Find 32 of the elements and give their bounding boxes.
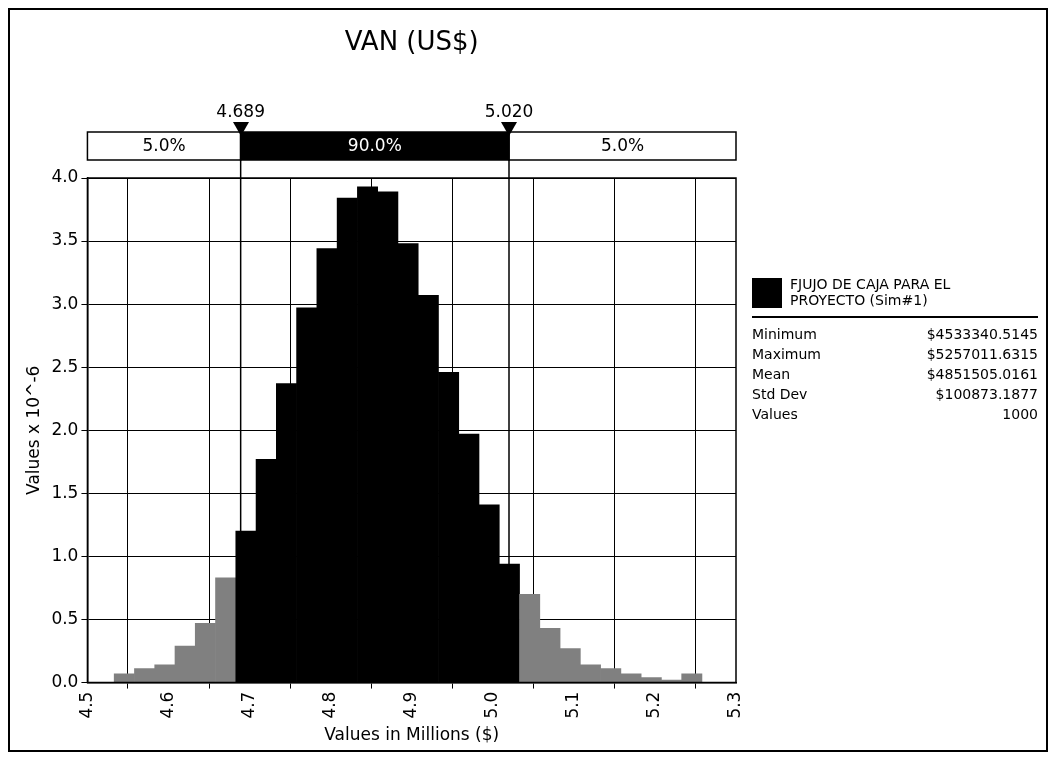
x-tick-label: 4.6 <box>156 691 177 719</box>
text: 5.0% <box>600 135 645 156</box>
text: Maximum $5257011.6315 <box>752 346 1038 362</box>
y-tick-label: 3.5 <box>51 229 79 250</box>
y-tick-label: 1.5 <box>51 481 79 502</box>
text: Mean $4851505.0161 <box>752 366 1038 382</box>
x-tick-label: 5.2 <box>643 691 664 719</box>
ref-line-label: 4.689 <box>216 100 265 121</box>
x-tick-label: 5.3 <box>724 691 745 719</box>
x-tick-label: 4.8 <box>319 691 340 719</box>
x-tick-label: 4.7 <box>238 691 258 719</box>
y-tick-label: 3.0 <box>51 292 79 313</box>
text: Minimum $4533340.5145 <box>752 326 1038 342</box>
text: Std Dev $100873.1877 <box>752 386 1038 402</box>
chart-title: VAN (US$) <box>344 25 479 56</box>
text: Values 1000 <box>752 406 1038 422</box>
y-tick-label: 0.5 <box>51 607 79 628</box>
text: 5.0% <box>142 135 186 156</box>
y-axis-title: Values x 10^-6 <box>22 365 43 495</box>
y-tick-label: 2.5 <box>51 355 79 376</box>
y-tick-label: 2.0 <box>51 418 79 439</box>
x-axis-title: Values in Millions ($) <box>324 724 500 745</box>
y-tick-label: 4.0 <box>51 166 79 187</box>
text: 90.0% <box>347 135 402 156</box>
x-tick-label: 4.5 <box>75 691 96 719</box>
y-tick-label: 0.0 <box>51 670 79 691</box>
x-tick-label: 5.0 <box>481 691 502 719</box>
legend-label: FJUJO DE CAJA PARA EL PROYECTO (Sim#1) <box>790 276 952 308</box>
ref-line-label: 5.020 <box>484 100 534 121</box>
x-tick-label: 4.9 <box>400 691 421 719</box>
y-tick-label: 1.0 <box>51 544 79 565</box>
x-tick-label: 5.1 <box>562 691 583 719</box>
